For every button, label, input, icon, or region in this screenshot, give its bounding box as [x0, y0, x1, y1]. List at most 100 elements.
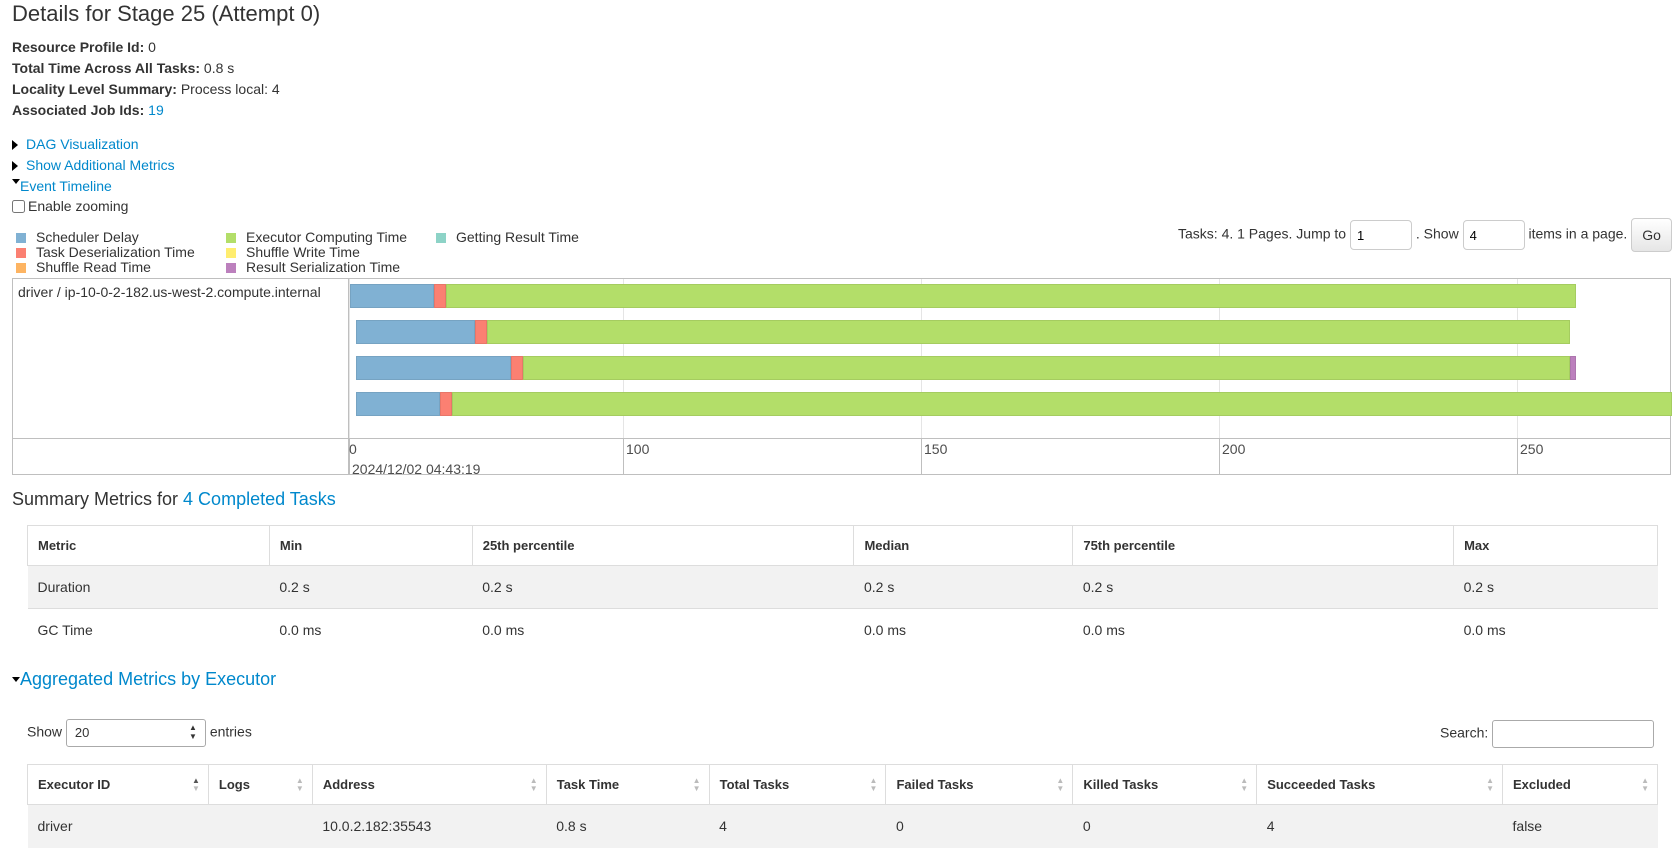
axis-tick: [349, 439, 350, 475]
summary-value: 0: [148, 39, 156, 55]
legend-item: Result Serialization Time: [226, 260, 407, 275]
axis-tick: [921, 439, 922, 475]
table-search: Search:: [1440, 720, 1655, 748]
entries-select[interactable]: 20 ▲ ▼: [65, 719, 206, 747]
table-cell: 0.2 s: [1072, 565, 1454, 609]
column-header[interactable]: 25th percentile: [471, 525, 855, 566]
column-header[interactable]: Address ▲ ▼: [311, 764, 547, 805]
task-deserialization-segment: [475, 320, 487, 344]
task-bar[interactable]: [356, 320, 1570, 344]
column-header[interactable]: Min: [268, 525, 473, 566]
job-id-link[interactable]: 19: [148, 102, 164, 118]
column-header[interactable]: Failed Tasks ▲ ▼: [885, 764, 1074, 805]
pager-suffix: items in a page.: [1528, 225, 1628, 242]
event-timeline[interactable]: driver / ip-10-0-2-182.us-west-2.compute…: [12, 278, 1672, 477]
legend-swatch: [16, 233, 26, 243]
axis-tick: [1517, 439, 1518, 475]
search-input[interactable]: [1492, 720, 1655, 748]
summary-label: Total Time Across All Tasks:: [12, 60, 201, 76]
select-arrows-icon: ▲ ▼: [189, 723, 197, 741]
legend-label: Getting Result Time: [456, 229, 579, 245]
timeline-axis: [13, 438, 1670, 439]
task-bar[interactable]: [350, 284, 1576, 308]
table-cell: 4: [1256, 804, 1503, 848]
executor-computing-segment: [487, 320, 1570, 344]
enable-zooming-checkbox[interactable]: [12, 200, 25, 213]
go-button[interactable]: Go: [1631, 218, 1672, 252]
axis-tick-label: 200: [1222, 441, 1246, 457]
column-header[interactable]: Executor ID ▲ ▼: [27, 764, 209, 805]
task-bar[interactable]: [356, 356, 1576, 380]
legend-label: Shuffle Read Time: [36, 259, 151, 275]
completed-tasks-link[interactable]: 4 Completed Tasks: [183, 489, 336, 509]
dag-visualization-link[interactable]: DAG Visualization: [26, 136, 139, 152]
aggregated-metrics-toggle[interactable]: Aggregated Metrics by Executor: [12, 669, 276, 690]
column-header-label: Killed Tasks: [1083, 777, 1159, 792]
column-header[interactable]: Killed Tasks ▲ ▼: [1072, 764, 1258, 805]
table-cell: 4: [709, 804, 886, 848]
result-serialization-segment: [1570, 356, 1576, 380]
expand-arrow-icon: [12, 140, 18, 151]
executor-computing-segment: [523, 356, 1570, 380]
enable-zooming-label: Enable zooming: [28, 198, 129, 214]
legend-label: Executor Computing Time: [246, 229, 408, 245]
pager-show-label: . Show: [1415, 225, 1459, 242]
additional-metrics-link[interactable]: Show Additional Metrics: [26, 157, 175, 173]
executor-label: driver / ip-10-0-2-182.us-west-2.compute…: [18, 284, 321, 300]
table-row: driver 10.0.2.182:35543 0.8 s 4 0 0 4 fa…: [27, 804, 1658, 848]
legend-swatch: [16, 263, 26, 273]
event-timeline-toggle[interactable]: Event Timeline: [12, 176, 112, 196]
column-header[interactable]: 75th percentile: [1072, 525, 1455, 566]
column-header[interactable]: Logs ▲ ▼: [207, 764, 313, 805]
column-header[interactable]: Task Time ▲ ▼: [545, 764, 710, 805]
legend-item: Shuffle Write Time: [226, 245, 407, 260]
column-header[interactable]: Excluded ▲ ▼: [1502, 764, 1658, 805]
sort-icon: ▲ ▼: [1641, 776, 1649, 793]
summary-item: Total Time Across All Tasks: 0.8 s: [12, 58, 280, 79]
enable-zooming[interactable]: Enable zooming: [12, 198, 128, 214]
entries-label: entries: [209, 723, 252, 740]
legend-label: Scheduler Delay: [36, 229, 139, 245]
items-per-page-input[interactable]: [1462, 220, 1525, 250]
scheduler-delay-segment: [356, 392, 440, 416]
axis-tick: [623, 439, 624, 475]
expand-arrow-icon: [12, 161, 18, 172]
table-cell: driver: [27, 804, 209, 848]
table-cell: 0.0 ms: [1072, 608, 1454, 652]
legend-column-2: Executor Computing Time Shuffle Write Ti…: [226, 230, 407, 275]
axis-tick: [1219, 439, 1220, 475]
legend-swatch: [226, 233, 236, 243]
summary-item: Resource Profile Id: 0: [12, 37, 280, 58]
scheduler-delay-segment: [350, 284, 434, 308]
column-header[interactable]: Metric: [27, 525, 270, 566]
page-jump-input[interactable]: [1349, 220, 1412, 250]
legend-label: Task Deserialization Time: [36, 244, 195, 260]
show-label: Show: [27, 723, 63, 740]
additional-metrics-toggle[interactable]: Show Additional Metrics: [12, 155, 175, 175]
column-header-label: Address: [322, 777, 375, 792]
legend-swatch: [226, 248, 236, 258]
scheduler-delay-segment: [356, 320, 475, 344]
sort-icon: ▲ ▼: [1486, 776, 1495, 793]
event-timeline-link[interactable]: Event Timeline: [20, 178, 112, 194]
scheduler-delay-segment: [356, 356, 511, 380]
aggregated-metrics-link[interactable]: Aggregated Metrics by Executor: [20, 669, 277, 689]
legend-item: Executor Computing Time: [226, 230, 407, 245]
search-label: Search:: [1440, 724, 1489, 741]
task-bar[interactable]: [356, 392, 1672, 416]
column-header-label: Failed Tasks: [896, 777, 974, 792]
column-header[interactable]: Max: [1453, 525, 1658, 566]
collapse-arrow-icon: [12, 179, 20, 184]
column-header[interactable]: Succeeded Tasks ▲ ▼: [1256, 764, 1504, 805]
dag-visualization-toggle[interactable]: DAG Visualization: [12, 134, 139, 154]
legend-item: Shuffle Read Time: [16, 260, 195, 275]
sort-icon: ▲ ▼: [692, 776, 701, 793]
sort-icon: ▲ ▼: [1056, 776, 1065, 793]
column-header-label: Task Time: [556, 777, 620, 792]
summary-metrics-table: Metric Min 25th percentile Median 75th p…: [27, 525, 1658, 652]
table-cell: 10.0.2.182:35543: [312, 804, 547, 848]
column-header[interactable]: Total Tasks ▲ ▼: [708, 764, 887, 805]
column-header[interactable]: Median: [853, 525, 1074, 566]
executor-computing-segment: [446, 284, 1576, 308]
table-cell: 0.2 s: [1453, 565, 1658, 609]
